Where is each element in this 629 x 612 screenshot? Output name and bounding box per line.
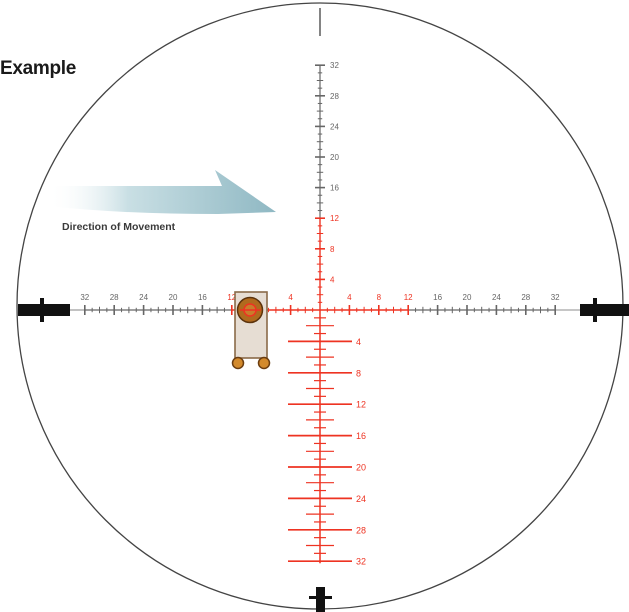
lower-scale-label: 20	[356, 463, 366, 473]
horizontal-scale-label: 20	[169, 293, 178, 302]
horizontal-scale-label: 4	[288, 293, 293, 302]
horizontal-scale-label: 20	[463, 293, 472, 302]
upper-scale-label: 8	[330, 245, 335, 254]
direction-of-movement-label: Direction of Movement	[62, 221, 176, 233]
horizontal-scale-label: 12	[227, 293, 236, 302]
lower-scale-label: 28	[356, 525, 366, 535]
bottom-post	[316, 587, 325, 612]
upper-scale-label: 32	[330, 61, 339, 70]
right-post	[580, 304, 629, 316]
upper-scale-label: 16	[330, 184, 339, 193]
horizontal-scale-label: 8	[377, 293, 382, 302]
horizontal-scale-label: 28	[521, 293, 530, 302]
horizontal-scale-label: 28	[110, 293, 119, 302]
upper-scale-label: 20	[330, 153, 339, 162]
lower-scale-label: 16	[356, 431, 366, 441]
horizontal-scale-label: 4	[347, 293, 352, 302]
upper-scale-label: 4	[330, 275, 335, 284]
upper-scale-label: 28	[330, 92, 339, 101]
lower-scale-label: 24	[356, 494, 366, 504]
bottom-post-cap	[309, 596, 332, 599]
diagram-title: Example	[0, 58, 77, 79]
direction-arrow	[48, 170, 276, 214]
upper-scale-label: 24	[330, 122, 339, 131]
right-post-cap	[593, 298, 597, 322]
target-wheel-right	[257, 356, 271, 370]
lower-scale-label: 32	[356, 557, 366, 567]
horizontal-scale-label: 32	[80, 293, 89, 302]
horizontal-scale-label: 32	[551, 293, 560, 302]
horizontal-scale-label: 24	[139, 293, 148, 302]
left-post-cap	[40, 298, 44, 322]
horizontal-scale-label: 24	[492, 293, 501, 302]
lower-scale-label: 4	[356, 337, 361, 347]
upper-scale-label: 12	[330, 214, 339, 223]
horizontal-scale-label: 16	[433, 293, 442, 302]
lower-scale-label: 8	[356, 368, 361, 378]
lower-scale-label: 12	[356, 400, 366, 410]
target-wheel-left	[231, 356, 245, 370]
horizontal-scale-label: 12	[404, 293, 413, 302]
horizontal-scale-label: 16	[198, 293, 207, 302]
